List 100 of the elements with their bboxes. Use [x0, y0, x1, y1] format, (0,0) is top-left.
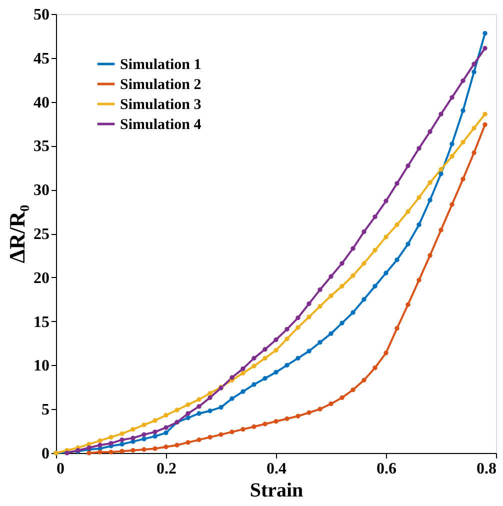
point [98, 442, 102, 448]
point [130, 448, 136, 453]
point [372, 248, 378, 253]
point [450, 154, 454, 159]
y-tick-label: 15 [34, 314, 50, 331]
point [372, 365, 378, 370]
point [186, 440, 190, 445]
point [120, 431, 124, 436]
point [350, 387, 356, 392]
point [482, 30, 488, 36]
point [274, 337, 278, 342]
point [218, 432, 224, 437]
point [340, 395, 344, 400]
point [350, 310, 356, 315]
point [416, 195, 422, 200]
point [164, 425, 168, 430]
point [164, 412, 168, 418]
point [472, 150, 476, 156]
legend-label: Simulation 1 [120, 57, 202, 73]
point [196, 397, 202, 402]
x-tick-label: 0 [56, 460, 64, 478]
point [262, 356, 268, 361]
point [252, 364, 256, 368]
point [86, 450, 92, 456]
y-tick-label: 5 [42, 402, 50, 419]
x-axis-title: Strain [250, 480, 304, 502]
point [120, 437, 124, 442]
point [384, 270, 388, 276]
point [328, 401, 334, 406]
point [174, 408, 180, 412]
point [284, 336, 290, 342]
point [262, 376, 268, 381]
point [240, 389, 246, 394]
point [362, 229, 366, 234]
point [318, 304, 322, 309]
point [428, 198, 432, 202]
point [450, 95, 454, 100]
point [362, 261, 366, 266]
point [152, 434, 158, 439]
x-tick-label: 0.4 [266, 460, 286, 478]
y-tick-label: 20 [34, 270, 50, 287]
point [406, 164, 410, 168]
point [274, 348, 278, 353]
point [296, 315, 300, 320]
point [208, 390, 212, 396]
point [186, 402, 190, 408]
y-tick-label: 10 [34, 358, 50, 375]
point [384, 350, 388, 356]
point [274, 419, 278, 424]
point [252, 356, 256, 361]
point [318, 340, 322, 345]
point [142, 432, 146, 437]
point [328, 294, 334, 298]
point [240, 366, 246, 372]
point [142, 422, 146, 428]
point [240, 426, 246, 432]
point [142, 436, 146, 442]
point [252, 424, 256, 429]
y-tick-label: 40 [34, 94, 50, 112]
point [108, 450, 114, 454]
point [252, 382, 256, 387]
point [438, 112, 444, 116]
point [438, 228, 444, 232]
y-axis-title: ΔR/R₀ [4, 204, 30, 264]
legend-label: Simulation 4 [120, 117, 202, 133]
point [262, 347, 268, 352]
point [482, 122, 488, 127]
point [406, 209, 410, 214]
point [196, 404, 202, 409]
point [230, 396, 234, 401]
point [460, 78, 466, 84]
point [372, 214, 378, 220]
point [460, 108, 466, 113]
point [186, 416, 190, 420]
point [472, 126, 476, 130]
point [120, 442, 124, 447]
point [152, 430, 158, 434]
point [394, 258, 400, 262]
point [164, 444, 168, 450]
point [196, 437, 202, 442]
point [438, 167, 444, 172]
y-tick-label: 30 [34, 182, 50, 200]
y-tick-label: 50 [34, 6, 50, 24]
point [460, 140, 466, 145]
point [284, 416, 290, 422]
point [394, 326, 400, 331]
point [196, 411, 202, 416]
point [318, 406, 322, 412]
legend-label: Simulation 2 [120, 77, 202, 93]
point [428, 129, 432, 134]
point [174, 442, 180, 448]
point [394, 181, 400, 186]
point [482, 112, 488, 116]
point [340, 320, 344, 326]
point [208, 395, 212, 400]
point [340, 284, 344, 289]
point [372, 284, 378, 289]
point [460, 176, 466, 182]
point [296, 356, 300, 361]
point [472, 62, 476, 66]
